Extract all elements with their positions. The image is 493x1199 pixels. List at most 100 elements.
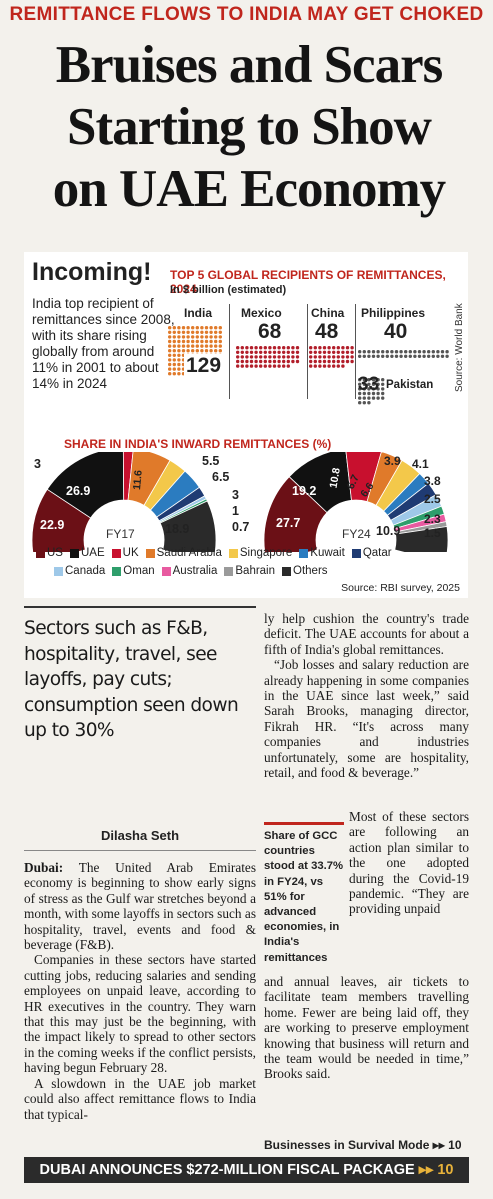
value-dot [204,344,209,348]
value-dot [240,355,244,359]
value-dot [362,401,366,405]
value-dot [286,355,290,359]
value-dot [332,359,336,364]
value-dot [341,359,345,364]
slice-uae [288,452,352,514]
value-dot [381,382,385,386]
value-dot [214,344,218,348]
value-dot [390,349,394,354]
legend-label: Saudi Arabia [156,547,222,559]
value-dot [172,330,176,334]
value-dot [200,349,204,353]
value-dot [218,339,222,344]
value-dot [345,350,350,354]
value-dot [236,355,240,359]
data-label: 6.5 [212,470,230,484]
byline-rule [24,850,256,851]
value-dot [341,346,345,350]
value-dot [295,350,300,354]
value-dot [385,349,389,354]
value-dot [236,350,240,354]
value-dot [286,346,290,350]
value-philippines: 40 [384,320,408,343]
value-dot [318,346,322,350]
slice-uae [46,452,125,519]
value-dot [358,382,362,386]
value-dot [291,346,295,350]
value-dot [322,364,327,368]
value-dot [254,364,258,368]
value-dot [362,382,366,386]
value-dot [200,335,204,339]
value-dot [172,326,176,330]
value-mexico: 68 [258,320,282,343]
value-dot [381,391,385,396]
value-dot [200,344,204,348]
value-dot [245,355,249,359]
value-dot [195,349,199,353]
value-dot [367,387,371,391]
value-dot [177,335,181,339]
pull-quote: Share of GCC countries stood at 33.7% in… [264,822,344,966]
data-label: 19.2 [292,484,317,498]
value-dot [286,359,290,364]
value-dot [245,359,249,364]
value-dot [177,330,181,334]
value-dot [371,349,376,354]
share-title: SHARE IN INDIA'S INWARD REMITTANCES (%) [64,437,332,451]
value-dot [209,326,213,330]
value-dot [177,358,181,362]
value-dot [240,350,244,354]
value-dot [268,350,272,354]
year-label: FY24 [342,527,371,541]
value-dot [272,350,277,354]
value-dot [422,354,426,358]
value-dot [277,364,281,368]
data-label: 3.8 [424,474,441,488]
legend-item: Saudi Arabia [145,547,222,559]
source-world-bank: Source: World Bank [454,303,465,393]
value-dot [181,349,186,353]
data-label: 3.9 [384,454,401,468]
value-dot [350,346,354,350]
value-dot [381,354,385,358]
value-dot [313,346,317,350]
value-dot [186,349,190,353]
banner-page: 10 [437,1162,454,1178]
value-dot [341,350,345,354]
value-dot [313,364,317,368]
value-dot [209,330,213,334]
value-dot [181,339,186,344]
slice-others [394,526,449,552]
value-dot [332,364,336,368]
value-dot [313,359,317,364]
divider [355,304,356,399]
value-dot [254,355,258,359]
legend-item: Oman [112,565,155,577]
paragraph: Companies in these sectors have started … [24,952,256,1076]
value-dot [209,335,213,339]
article-column-2: ly help cushion the country's trade defi… [264,611,469,780]
value-dot [195,344,199,348]
value-dot [291,359,295,364]
value-dot [177,372,181,376]
value-dot [362,391,366,396]
data-label: 0.7 [232,520,250,534]
value-dot [422,349,426,354]
value-dot [263,346,267,350]
bottom-banner[interactable]: DUBAI ANNOUNCES $272-MILLION FISCAL PACK… [24,1157,469,1183]
legend-label: UK [122,547,139,559]
legend-label: Singapore [239,547,293,559]
value-dot [332,350,336,354]
value-dot [172,372,176,376]
legend-item: Singapore [228,547,293,559]
dot-bar-philippines [358,346,450,364]
value-dot [181,330,186,334]
value-dot [186,335,190,339]
legend-swatch [145,548,155,558]
data-label: 22.9 [40,518,65,532]
value-dot [445,354,449,358]
value-dot [172,344,176,348]
cross-reference[interactable]: Businesses in Survival Mode ▸▸ 10 [264,1138,469,1152]
legend-label: UAE [80,547,105,559]
